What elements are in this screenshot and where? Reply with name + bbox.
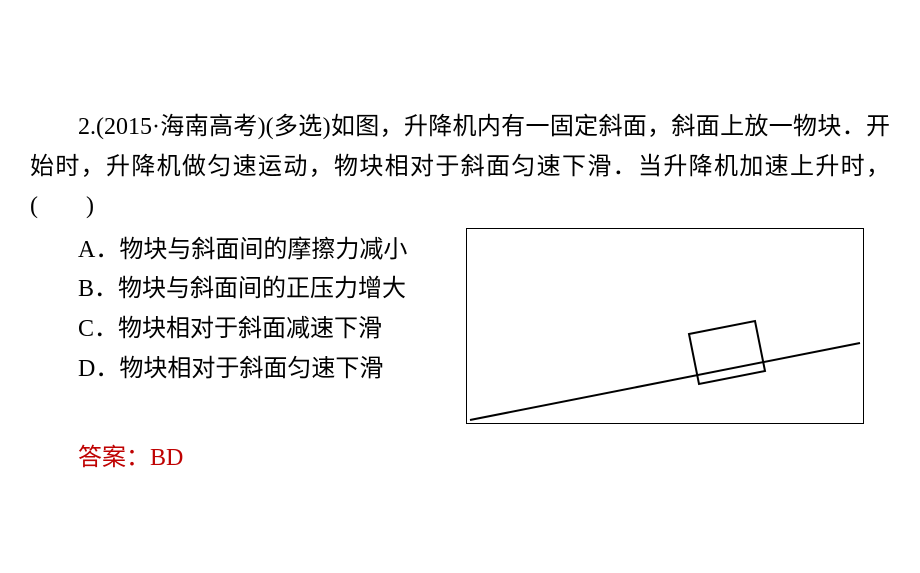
answer-label: 答案： [78, 445, 150, 471]
elevator-box [466, 228, 864, 424]
answer-line: 答案：BD [30, 437, 890, 472]
source-prefix: (2015· [96, 114, 160, 140]
question-number: 2. [78, 114, 96, 140]
source-suffix: ) [258, 114, 266, 140]
question-type: (多选) [266, 114, 331, 140]
question-stem: 2.(2015·海南高考)(多选)如图，升降机内有一固定斜面，斜面上放一物块．开… [30, 108, 890, 227]
incline-line [470, 343, 860, 420]
answer-value: BD [150, 445, 183, 471]
source-mid: 海南高考 [160, 114, 258, 140]
diagram-figure [466, 228, 864, 424]
